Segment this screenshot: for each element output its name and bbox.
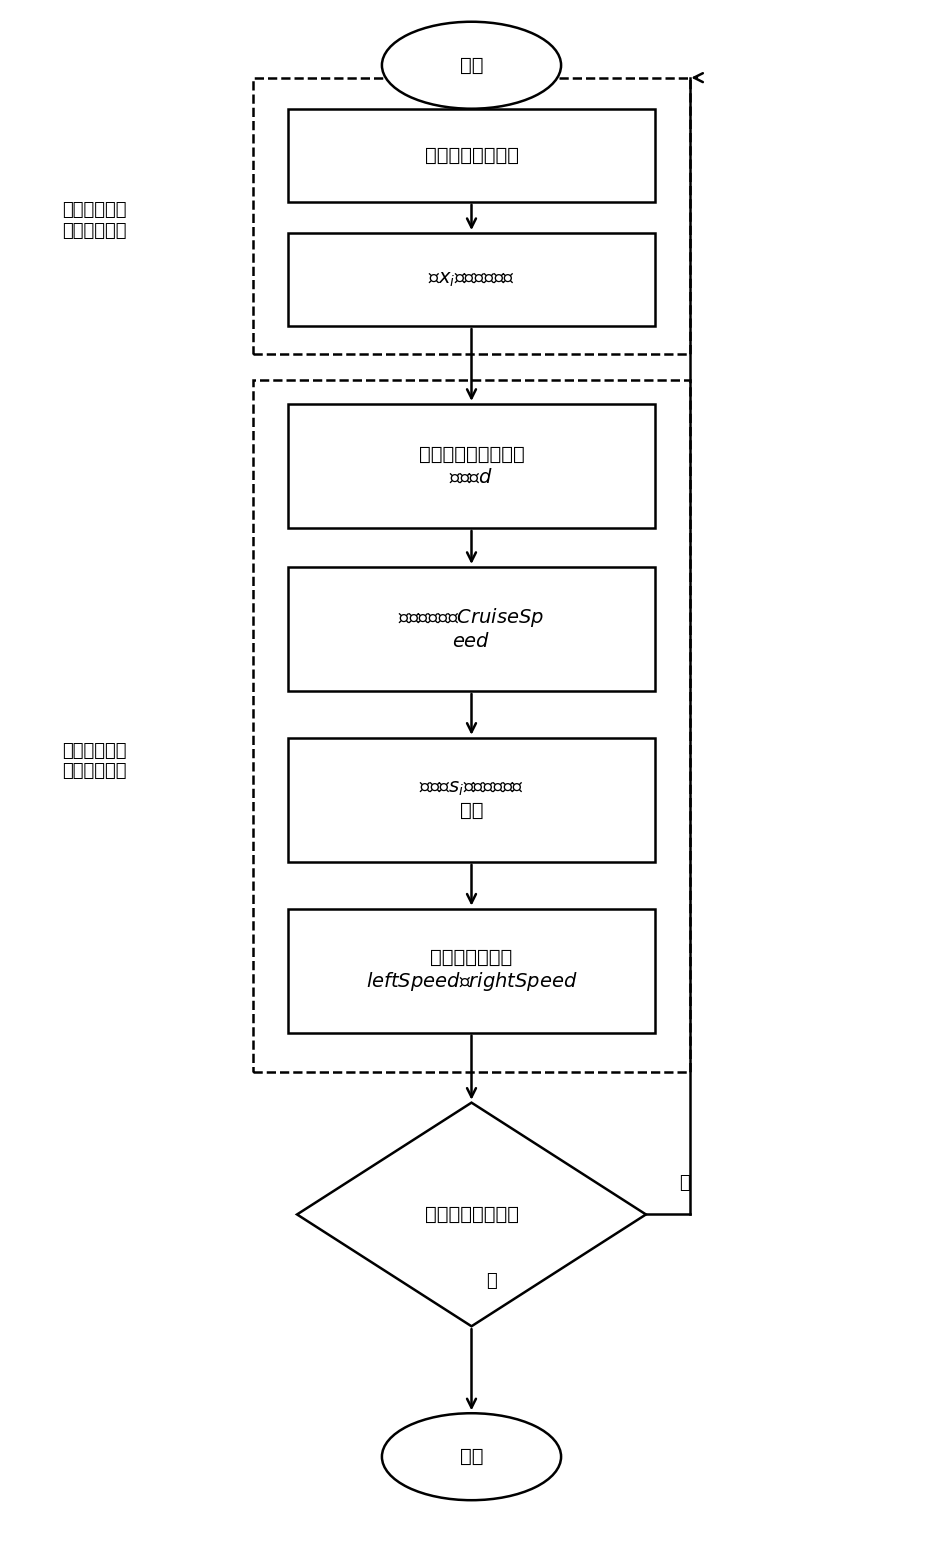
FancyBboxPatch shape [288, 109, 655, 202]
Text: 计算障碍物到机器人
的距离$d$: 计算障碍物到机器人 的距离$d$ [419, 446, 524, 486]
Text: 结束: 结束 [460, 1447, 483, 1466]
Text: 获取局部环境信息: 获取局部环境信息 [424, 146, 519, 165]
FancyBboxPatch shape [288, 233, 655, 326]
Text: 局部环境信息
的获取及处理: 局部环境信息 的获取及处理 [62, 202, 126, 239]
Text: 是否完成运动任务: 是否完成运动任务 [424, 1205, 519, 1224]
FancyBboxPatch shape [288, 567, 655, 691]
Text: 否: 否 [679, 1174, 689, 1193]
Text: 计算巡航速度$CruiseSp$
$eed$: 计算巡航速度$CruiseSp$ $eed$ [398, 607, 545, 651]
Text: 计算左右轮速度
$leftSpeed$、$rightSpeed$: 计算左右轮速度 $leftSpeed$、$rightSpeed$ [366, 947, 577, 994]
Polygon shape [297, 1103, 646, 1326]
Text: 是: 是 [486, 1272, 496, 1291]
Ellipse shape [382, 1413, 561, 1500]
Ellipse shape [382, 22, 561, 109]
FancyBboxPatch shape [288, 909, 655, 1033]
Text: 避障行为酶数
值膜控制系统: 避障行为酶数 值膜控制系统 [62, 742, 126, 780]
Text: 对$x_i$进行线性变换: 对$x_i$进行线性变换 [428, 270, 515, 289]
Text: 开始: 开始 [460, 56, 483, 75]
FancyBboxPatch shape [288, 738, 655, 862]
Text: 传感器$s_i$与权值相乘并
累加: 传感器$s_i$与权值相乘并 累加 [419, 780, 524, 820]
FancyBboxPatch shape [288, 404, 655, 528]
